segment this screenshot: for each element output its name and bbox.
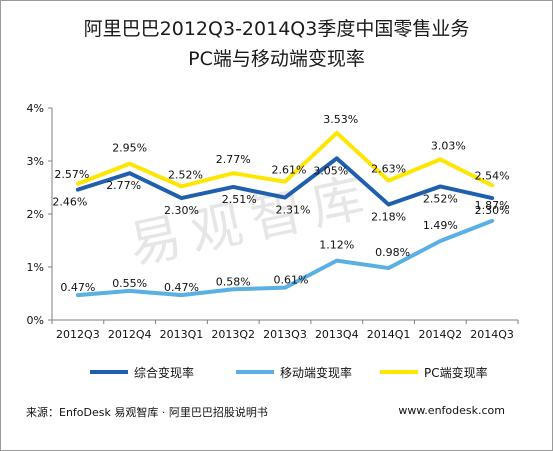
data-label-composite: 2.30% — [475, 204, 510, 217]
data-label-pc: 2.63% — [371, 163, 406, 176]
data-label-mobile: 0.55% — [112, 277, 147, 290]
x-tick-label: 2014Q1 — [367, 328, 411, 341]
data-label-composite: 2.77% — [106, 179, 141, 192]
data-label-pc: 2.95% — [112, 142, 147, 155]
legend-swatch-composite — [90, 370, 128, 374]
y-tick-label: 3% — [27, 155, 44, 168]
data-label-pc: 3.53% — [323, 113, 358, 126]
chart-title-line2: PC端与移动端变现率 — [188, 48, 365, 70]
data-label-pc: 3.03% — [431, 139, 466, 152]
legend-label-mobile: 移动端变现率 — [280, 365, 353, 380]
chart-title-line1: 阿里巴巴2012Q3-2014Q3季度中国零售业务 — [83, 18, 470, 40]
x-tick-label: 2013Q2 — [211, 328, 255, 341]
y-tick-label: 2% — [27, 208, 44, 221]
data-label-pc: 2.57% — [54, 168, 89, 181]
data-label-composite: 2.46% — [52, 196, 87, 209]
data-label-pc: 2.61% — [272, 164, 307, 177]
data-label-composite: 2.18% — [371, 210, 406, 223]
legend-swatch-pc — [380, 370, 418, 374]
data-label-mobile: 1.12% — [319, 239, 354, 252]
data-label-pc: 2.54% — [475, 169, 510, 182]
series-line-pc — [75, 130, 495, 189]
source-note: 来源：EnfoDesk 易观智库 · 阿里巴巴招股说明书 — [26, 406, 268, 419]
y-tick-label: 1% — [27, 261, 44, 274]
x-tick-label: 2012Q4 — [108, 328, 152, 341]
x-tick-label: 2014Q2 — [419, 328, 463, 341]
data-label-composite: 2.30% — [164, 204, 199, 217]
series-line-composite — [75, 156, 495, 207]
legend-label-composite: 综合变现率 — [134, 365, 195, 380]
x-tick-label: 2014Q3 — [470, 328, 514, 341]
legend-swatch-mobile — [236, 370, 274, 374]
data-label-composite: 2.31% — [276, 204, 311, 217]
data-label-mobile: 0.61% — [274, 274, 309, 287]
data-label-mobile: 0.47% — [60, 281, 95, 294]
x-tick-label: 2013Q1 — [160, 328, 204, 341]
data-label-composite: 3.05% — [313, 164, 348, 177]
data-label-mobile: 0.98% — [375, 246, 410, 259]
y-tick-label: 4% — [27, 102, 44, 115]
x-tick-label: 2013Q4 — [315, 328, 359, 341]
x-tick-label: 2013Q3 — [263, 328, 307, 341]
legend: 综合变现率 移动端变现率 PC端变现率 — [0, 362, 553, 382]
legend-label-pc: PC端变现率 — [424, 365, 488, 380]
data-label-mobile: 1.49% — [423, 219, 458, 232]
data-label-composite: 2.52% — [423, 192, 458, 205]
legend-item-pc: PC端变现率 — [380, 362, 488, 382]
series-line-mobile — [75, 218, 495, 298]
data-label-composite: 2.51% — [222, 193, 257, 206]
website-url: www.enfodesk.com — [398, 404, 505, 417]
x-tick-label: 2012Q3 — [56, 328, 100, 341]
data-label-pc: 2.77% — [216, 153, 251, 166]
y-tick-label: 0% — [27, 314, 44, 327]
data-label-pc: 2.52% — [168, 168, 203, 181]
data-label-mobile: 0.47% — [164, 281, 199, 294]
data-label-mobile: 0.58% — [216, 275, 251, 288]
legend-item-composite: 综合变现率 — [90, 362, 194, 382]
legend-item-mobile: 移动端变现率 — [236, 362, 352, 382]
data-label-mobile: 1.87% — [475, 199, 510, 212]
